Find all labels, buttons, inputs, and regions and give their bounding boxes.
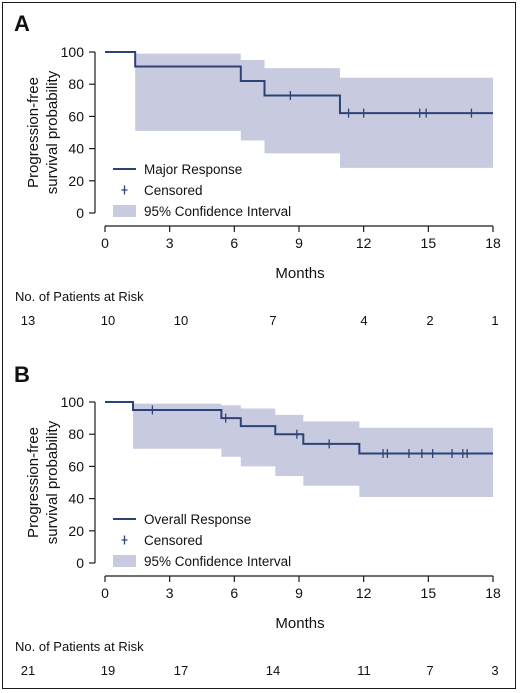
y-tick-label: 20 [68, 173, 84, 189]
censored-mark [449, 449, 456, 459]
risk-count: 3 [491, 663, 498, 678]
censored-mark [416, 108, 423, 118]
y-tick-label: 40 [68, 141, 84, 157]
panel-letter: B [14, 362, 30, 387]
x-tick-label: 3 [166, 235, 174, 251]
legend-censored-swatch [121, 185, 128, 195]
legend-band-swatch [113, 555, 136, 567]
y-tick-label: 100 [61, 394, 85, 410]
legend-band-swatch [113, 205, 136, 217]
confidence-band [105, 52, 493, 168]
legend-label-curve: Overall Response [144, 512, 251, 527]
legend-censored-swatch [121, 535, 128, 545]
x-axis-title: Months [275, 615, 324, 632]
risk-count: 4 [360, 313, 367, 328]
x-tick-label: 15 [421, 235, 437, 251]
y-tick-label: 60 [68, 458, 84, 474]
x-tick-label: 3 [166, 585, 174, 601]
figure-frame [2, 2, 516, 689]
y-tick-label: 40 [68, 491, 84, 507]
y-tick-label: 60 [68, 108, 84, 124]
censored-mark [345, 108, 352, 118]
x-tick-label: 12 [356, 585, 372, 601]
censored-mark [418, 449, 425, 459]
risk-table-title: No. of Patients at Risk [15, 639, 144, 654]
x-tick-label: 18 [485, 235, 501, 251]
censored-mark [149, 405, 156, 415]
y-tick-label: 20 [68, 523, 84, 539]
censored-mark [468, 108, 475, 118]
censored-mark [287, 90, 294, 100]
risk-count: 13 [21, 313, 35, 328]
censored-mark [360, 108, 367, 118]
risk-count: 7 [426, 663, 433, 678]
confidence-band [105, 402, 493, 497]
y-axis-title-line2: survival probability [44, 420, 61, 544]
x-tick-label: 6 [230, 585, 238, 601]
y-tick-label: 0 [76, 555, 84, 571]
y-tick-label: 0 [76, 205, 84, 221]
legend-label-curve: Major Response [144, 162, 242, 177]
censored-mark [464, 449, 471, 459]
legend-label-censored: Censored [144, 183, 203, 198]
x-tick-label: 6 [230, 235, 238, 251]
risk-count: 1 [491, 313, 498, 328]
survival-curve [105, 51, 493, 115]
censored-mark [326, 439, 333, 449]
censored-mark [423, 108, 430, 118]
y-axis-title-line2: survival probability [44, 70, 61, 194]
risk-count: 7 [269, 313, 276, 328]
risk-count: 11 [357, 663, 371, 678]
y-tick-label: 80 [68, 426, 84, 442]
x-tick-label: 15 [421, 585, 437, 601]
survival-curve [105, 401, 493, 455]
x-tick-label: 18 [485, 585, 501, 601]
risk-count: 10 [101, 313, 115, 328]
risk-count: 14 [266, 663, 280, 678]
x-axis-title: Months [275, 265, 324, 282]
censored-mark [222, 413, 229, 423]
censored-mark [429, 449, 436, 459]
x-tick-label: 0 [101, 235, 109, 251]
legend-label-ci: 95% Confidence Interval [144, 204, 291, 219]
risk-table-title: No. of Patients at Risk [15, 289, 144, 304]
censored-mark [293, 429, 300, 439]
x-tick-label: 9 [295, 235, 303, 251]
x-tick-label: 9 [295, 585, 303, 601]
x-tick-label: 12 [356, 235, 372, 251]
risk-count: 17 [174, 663, 188, 678]
censored-mark [405, 449, 412, 459]
y-tick-label: 80 [68, 76, 84, 92]
y-axis-title-line1: Progression-free [25, 77, 42, 188]
legend-label-censored: Censored [144, 533, 203, 548]
y-tick-label: 100 [61, 44, 85, 60]
risk-count: 19 [101, 663, 115, 678]
risk-count: 21 [21, 663, 35, 678]
risk-count: 10 [174, 313, 188, 328]
risk-count: 2 [426, 313, 433, 328]
legend-label-ci: 95% Confidence Interval [144, 554, 291, 569]
panel-letter: A [14, 11, 30, 36]
x-tick-label: 0 [101, 585, 109, 601]
y-axis-title-line1: Progression-free [25, 427, 42, 538]
censored-mark [384, 449, 391, 459]
panel-b: B 0 20 40 60 80 100 0 3 6 9 12 15 18 Months Progression… [14, 362, 501, 678]
